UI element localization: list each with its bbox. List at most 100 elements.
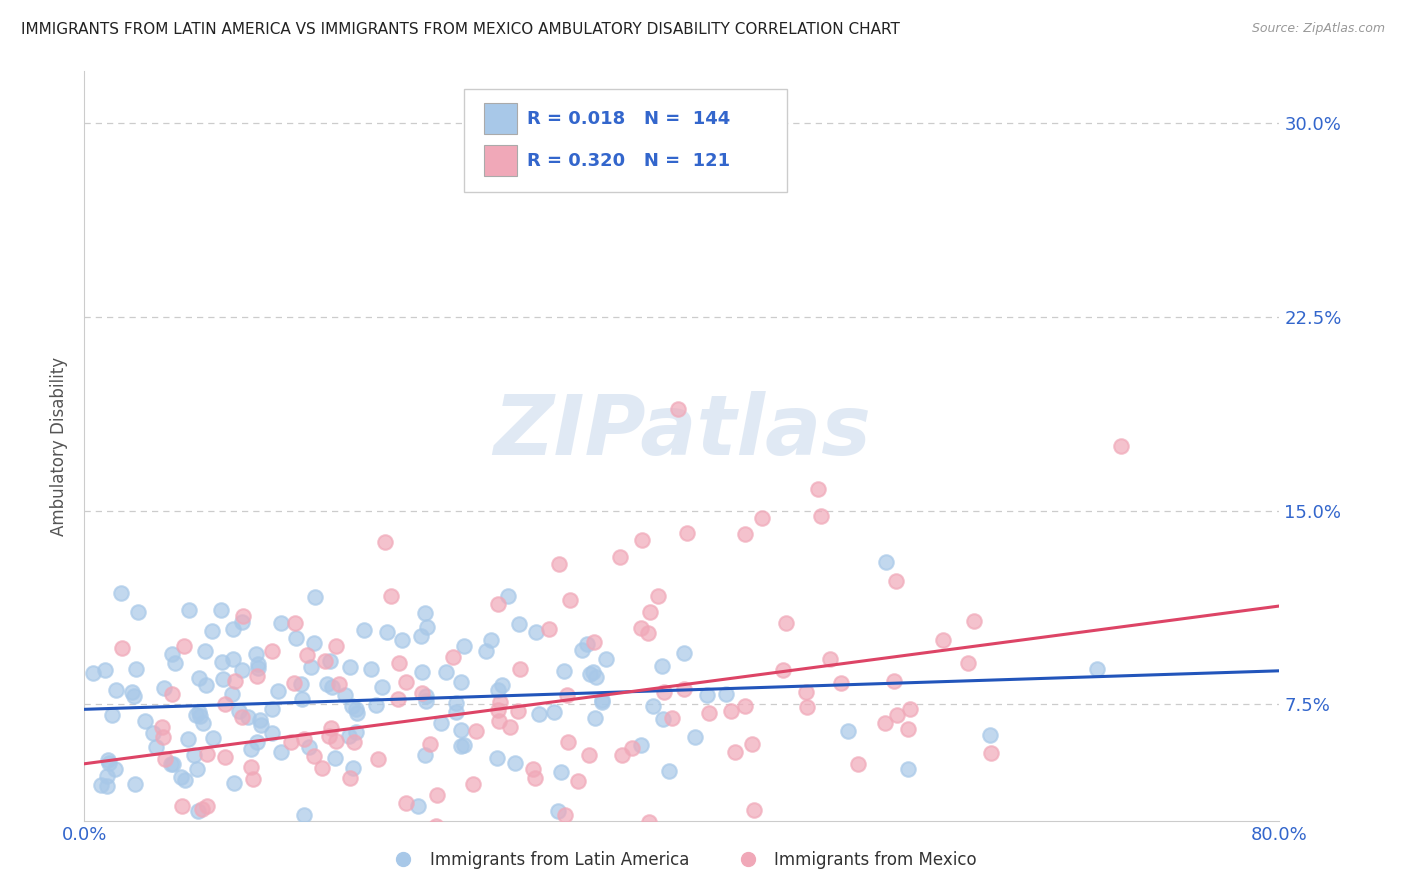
Point [661,710,683,724]
Point [716,687,738,701]
Point [360,662,382,676]
Point [202,731,225,745]
Point [128,825,150,839]
Point [582,665,605,680]
Point [165,656,187,670]
Point [956,656,979,670]
Point [104,682,127,697]
Point [242,772,264,787]
Point [441,650,464,665]
Point [830,675,852,690]
Point [311,761,333,775]
Point [194,644,217,658]
Point [647,589,669,603]
Point [488,714,510,728]
Point [228,704,250,718]
Point [201,624,224,638]
Point [658,764,681,779]
Point [134,714,156,728]
Point [846,756,869,771]
Point [364,698,387,713]
Point [415,694,437,708]
Point [374,534,396,549]
Point [498,720,520,734]
Point [411,665,433,679]
Point [547,804,569,818]
Point [191,715,214,730]
Point [222,652,245,666]
Point [96,780,118,794]
Point [413,747,436,762]
Point [741,737,763,751]
Point [523,771,546,785]
Point [292,731,315,746]
Point [111,641,134,656]
Point [640,606,662,620]
Point [411,686,433,700]
Point [651,659,673,673]
Point [388,657,411,671]
Point [170,770,193,784]
Point [571,643,593,657]
Point [591,695,613,709]
Point [503,756,526,770]
Point [101,707,124,722]
Point [724,745,747,759]
Point [631,533,654,547]
Point [247,661,270,675]
Point [557,735,579,749]
Point [197,799,219,814]
Point [190,802,212,816]
Point [450,739,472,754]
Point [591,693,613,707]
Text: Source: ZipAtlas.com: Source: ZipAtlas.com [1251,22,1385,36]
Point [292,807,315,822]
Point [127,605,149,619]
Point [323,751,346,765]
Point [453,639,475,653]
Point [250,718,273,732]
Point [837,723,859,738]
Point [422,822,444,837]
Point [450,723,472,738]
Point [377,625,399,640]
Point [162,647,184,661]
Point [337,729,360,743]
Point [188,705,211,719]
Point [980,746,1002,760]
Point [267,684,290,698]
Point [898,702,921,716]
Point [491,678,513,692]
Point [810,509,832,524]
Point [742,803,765,817]
Point [177,731,200,746]
Point [395,675,418,690]
Point [546,839,568,854]
Point [325,639,347,653]
Point [342,761,364,775]
Point [772,663,794,677]
Point [666,401,689,416]
Point [152,730,174,744]
Point [543,705,565,719]
Point [197,747,219,761]
Point [214,697,236,711]
Point [875,555,897,569]
Point [675,525,697,540]
Point [367,752,389,766]
Point [284,615,307,630]
Point [509,662,531,676]
Point [380,589,402,603]
Point [299,660,322,674]
Point [82,665,104,680]
Point [270,745,292,759]
Point [429,716,451,731]
Point [298,739,321,754]
Point [124,776,146,790]
Point [145,839,167,854]
Point [391,633,413,648]
Point [245,647,267,661]
Point [342,698,364,713]
Point [344,725,367,739]
Point [295,648,318,663]
